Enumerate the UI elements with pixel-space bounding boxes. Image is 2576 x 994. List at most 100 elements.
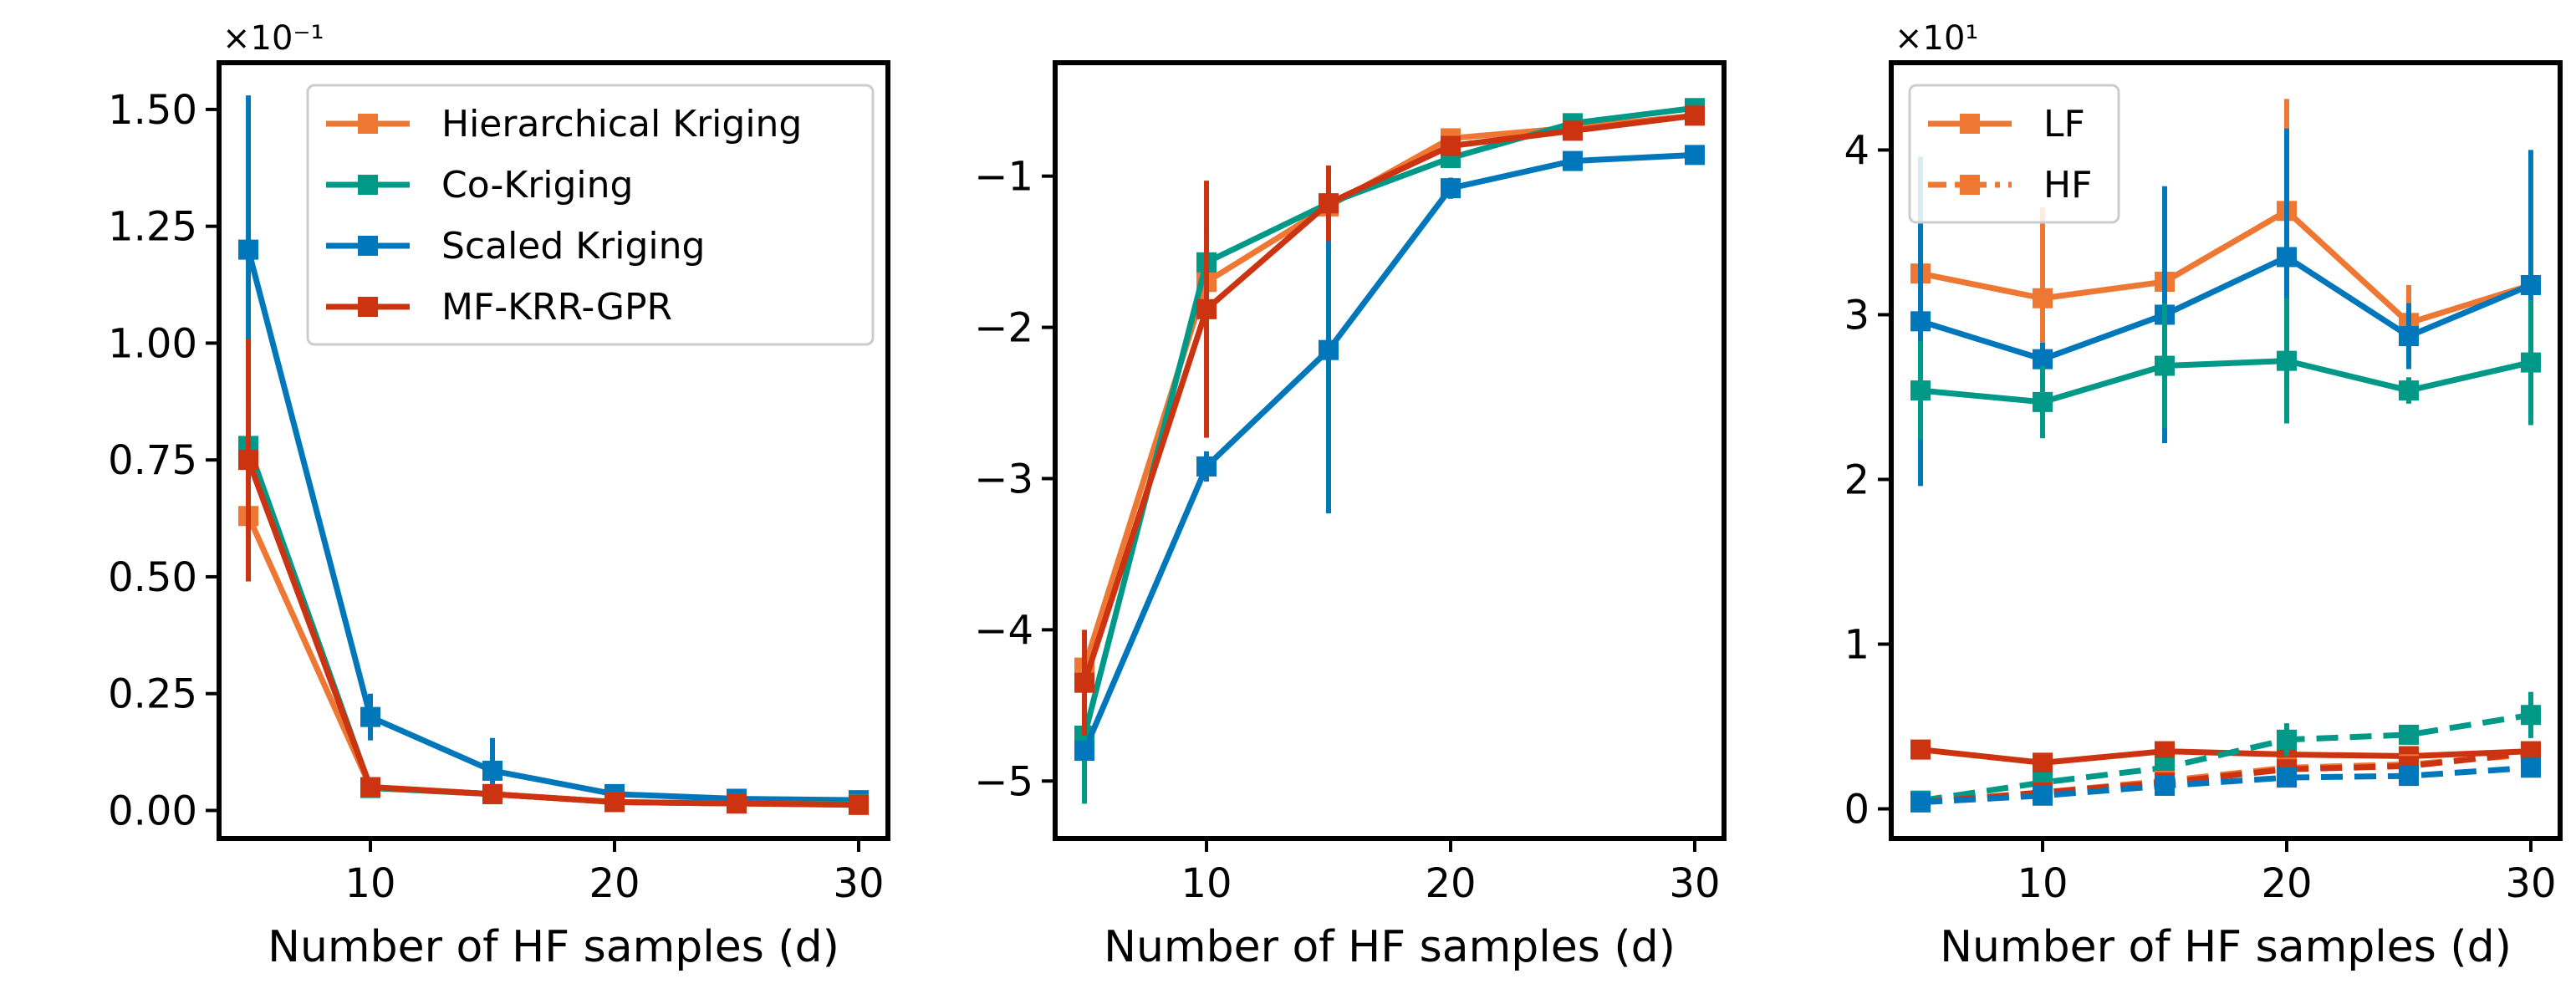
y-tick-label: −2 <box>974 305 1033 352</box>
y-tick-label: 0.75 <box>108 437 197 484</box>
series-line <box>1920 711 2532 804</box>
data-point <box>2398 766 2419 787</box>
legend: Hierarchical Kriging Co-Kriging Scaled Kri… <box>306 84 875 346</box>
series-mf-krr-gpr <box>238 338 869 815</box>
data-point <box>360 777 381 798</box>
x-tick-label: 30 <box>2505 860 2556 907</box>
series-hierarchical-kriging <box>1074 105 1705 683</box>
y-tick-label: 3 <box>1844 292 1870 339</box>
series-co-kriging <box>238 422 869 814</box>
x-tick-label: 30 <box>1669 860 1720 907</box>
data-point <box>604 792 625 813</box>
data-point <box>238 450 259 471</box>
data-point <box>1196 456 1217 477</box>
data-point <box>1440 178 1461 199</box>
series-line <box>245 248 860 803</box>
plot-area <box>1910 99 2541 813</box>
data-point <box>1440 135 1461 156</box>
y-tick-label: 0.25 <box>108 671 197 718</box>
y-tick-label: 1 <box>1844 622 1870 669</box>
legend-label: LF <box>2043 103 2085 145</box>
axes-frame <box>1053 60 1727 841</box>
data-point <box>2033 785 2053 806</box>
data-point <box>1910 380 1931 401</box>
data-point <box>2276 729 2297 750</box>
series-line <box>1081 151 1696 752</box>
series-line <box>245 514 860 808</box>
series-scaled-kriging-hf <box>1910 757 2541 813</box>
data-point <box>1074 672 1095 693</box>
axes-frame <box>217 60 890 841</box>
series-line <box>1081 112 1696 684</box>
x-tick-label: 20 <box>589 860 640 907</box>
data-point <box>1074 741 1095 762</box>
data-point <box>2155 775 2176 796</box>
legend-marker <box>358 175 378 195</box>
series-line <box>1919 253 2533 363</box>
legend-box <box>306 84 875 346</box>
data-point <box>1196 298 1217 319</box>
data-point <box>848 794 869 815</box>
data-point <box>1562 120 1583 141</box>
legend-marker <box>358 114 378 134</box>
series-line <box>1920 764 2532 806</box>
legend-marker <box>1960 175 1980 195</box>
y-tick-label: 0 <box>1844 787 1870 833</box>
y-tick-label: 1.50 <box>108 87 197 134</box>
data-point <box>2033 752 2053 773</box>
series-line <box>245 445 859 808</box>
data-point <box>1684 145 1705 166</box>
data-point <box>2033 288 2053 308</box>
legend-label: HF <box>2043 164 2092 206</box>
series-line <box>1920 207 2533 326</box>
y-tick-label: 0.50 <box>108 554 197 601</box>
x-axis-label: Number of HF samples (d) <box>268 922 839 972</box>
data-point <box>2398 380 2419 401</box>
series-line <box>245 458 860 808</box>
panel-3: 10 20 30 0 1 2 3 4 ×10¹ Number of HF samples (d) L… <box>1844 19 2563 972</box>
y-tick-label: 2 <box>1844 456 1870 503</box>
legend: LF HF <box>1908 84 2120 224</box>
data-point <box>2276 350 2297 371</box>
data-point <box>2276 247 2297 268</box>
data-point <box>1910 792 1931 813</box>
x-axis-label: Number of HF samples (d) <box>1104 922 1676 972</box>
plot-area <box>1074 98 1705 804</box>
x-tick-label: 10 <box>2017 860 2068 907</box>
data-point <box>1562 150 1583 171</box>
series-line <box>1920 358 2532 405</box>
legend-label: Co-Kriging <box>441 164 633 206</box>
series-line <box>1081 104 1696 737</box>
data-point <box>1684 105 1705 126</box>
data-point <box>2276 767 2297 788</box>
data-point <box>2398 724 2419 745</box>
x-tick-label: 20 <box>2261 860 2312 907</box>
x-tick-label: 20 <box>1425 860 1476 907</box>
y-tick-label: −4 <box>974 607 1033 654</box>
data-point <box>2520 274 2541 295</box>
series-co-kriging-lf <box>1910 298 2541 441</box>
y-tick-label: −3 <box>974 456 1033 502</box>
x-axis-label: Number of HF samples (d) <box>1940 922 2512 972</box>
legend-marker <box>1960 114 1980 134</box>
x-tick-label: 10 <box>1181 860 1232 907</box>
y-multiplier: ×10⁻¹ <box>222 19 324 58</box>
data-point <box>2033 391 2053 412</box>
data-point <box>2398 326 2419 347</box>
series-scaled-kriging <box>1074 145 1705 762</box>
plot-area <box>238 95 869 815</box>
data-point <box>1910 311 1931 332</box>
panel-1: 10 20 30 0.00 0.25 0.50 0.75 1.00 1.25 1.50 ×10⁻¹ N… <box>108 19 890 972</box>
legend-label: Hierarchical Kriging <box>441 103 802 145</box>
data-point <box>482 760 503 781</box>
series-mf-krr-gpr <box>1074 105 1705 736</box>
y-multiplier: ×10¹ <box>1895 19 1978 58</box>
data-point <box>1319 339 1339 360</box>
data-point <box>238 239 259 260</box>
y-tick-label: −5 <box>974 758 1033 805</box>
y-tick-label: 0.00 <box>108 788 197 834</box>
series-hierarchical-kriging <box>238 492 869 815</box>
data-point <box>482 783 503 804</box>
data-point <box>2520 352 2541 373</box>
